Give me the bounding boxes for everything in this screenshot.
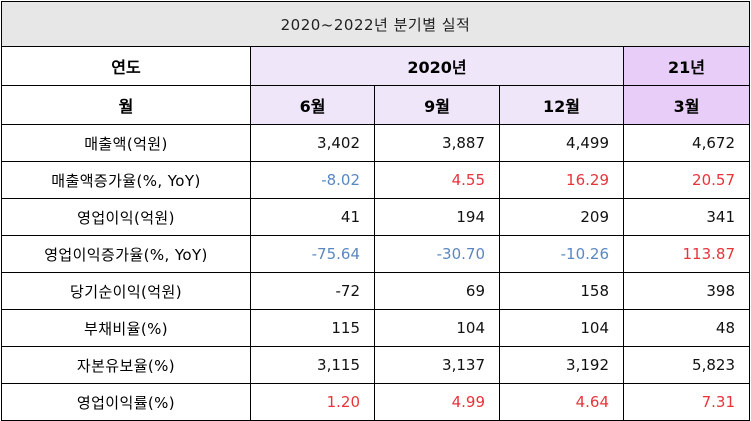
value-cell: 113.87	[623, 235, 750, 273]
year-21-header: 21년	[623, 46, 750, 86]
table-title: 2020~2022년 분기별 실적	[1, 1, 750, 47]
row-label: 매출액(억원)	[1, 124, 251, 162]
value-cell: 48	[623, 309, 750, 347]
value-cell: 3,115	[250, 346, 375, 384]
value-cell: 4,672	[623, 124, 750, 162]
value-cell: 3,887	[374, 124, 500, 162]
table-row: 부채비율(%) 115 104 104 48	[1, 309, 750, 347]
value-cell: 5,823	[623, 346, 750, 384]
value-cell: -72	[250, 272, 375, 310]
value-cell: 1.20	[250, 383, 375, 421]
value-cell: 341	[623, 198, 750, 236]
value-cell: 104	[499, 309, 624, 347]
table-row: 영업이익(억원) 41 194 209 341	[1, 198, 750, 236]
table-row: 자본유보율(%) 3,115 3,137 3,192 5,823	[1, 346, 750, 384]
year-2020-header: 2020년	[250, 46, 624, 86]
month-header-6: 6월	[250, 85, 375, 125]
month-header-3: 3월	[623, 85, 750, 125]
value-cell: 41	[250, 198, 375, 236]
value-cell: 158	[499, 272, 624, 310]
row-label: 매출액증가율(%, YoY)	[1, 161, 251, 199]
value-cell: -75.64	[250, 235, 375, 273]
value-cell: 209	[499, 198, 624, 236]
month-header-label: 월	[1, 85, 251, 125]
value-cell: 7.31	[623, 383, 750, 421]
value-cell: -10.26	[499, 235, 624, 273]
table-row: 영업이익률(%) 1.20 4.99 4.64 7.31	[1, 383, 750, 421]
row-label: 자본유보율(%)	[1, 346, 251, 384]
year-header-label: 연도	[1, 46, 251, 86]
value-cell: -30.70	[374, 235, 500, 273]
table-row: 당기순이익(억원) -72 69 158 398	[1, 272, 750, 310]
value-cell: 4.99	[374, 383, 500, 421]
month-header-12: 12월	[499, 85, 624, 125]
value-cell: 16.29	[499, 161, 624, 199]
value-cell: 194	[374, 198, 500, 236]
row-label: 영업이익(억원)	[1, 198, 251, 236]
row-label: 영업이익률(%)	[1, 383, 251, 421]
row-label: 부채비율(%)	[1, 309, 251, 347]
value-cell: 3,192	[499, 346, 624, 384]
month-header-9: 9월	[374, 85, 500, 125]
row-label: 당기순이익(억원)	[1, 272, 251, 310]
value-cell: 104	[374, 309, 500, 347]
value-cell: 4,499	[499, 124, 624, 162]
row-label: 영업이익증가율(%, YoY)	[1, 235, 251, 273]
value-cell: 69	[374, 272, 500, 310]
value-cell: 4.55	[374, 161, 500, 199]
value-cell: 20.57	[623, 161, 750, 199]
table-row: 매출액증가율(%, YoY) -8.02 4.55 16.29 20.57	[1, 161, 750, 199]
table-row: 매출액(억원) 3,402 3,887 4,499 4,672	[1, 124, 750, 162]
value-cell: 4.64	[499, 383, 624, 421]
table-row: 영업이익증가율(%, YoY) -75.64 -30.70 -10.26 113.87	[1, 235, 750, 273]
value-cell: 3,137	[374, 346, 500, 384]
value-cell: -8.02	[250, 161, 375, 199]
value-cell: 398	[623, 272, 750, 310]
value-cell: 3,402	[250, 124, 375, 162]
value-cell: 115	[250, 309, 375, 347]
